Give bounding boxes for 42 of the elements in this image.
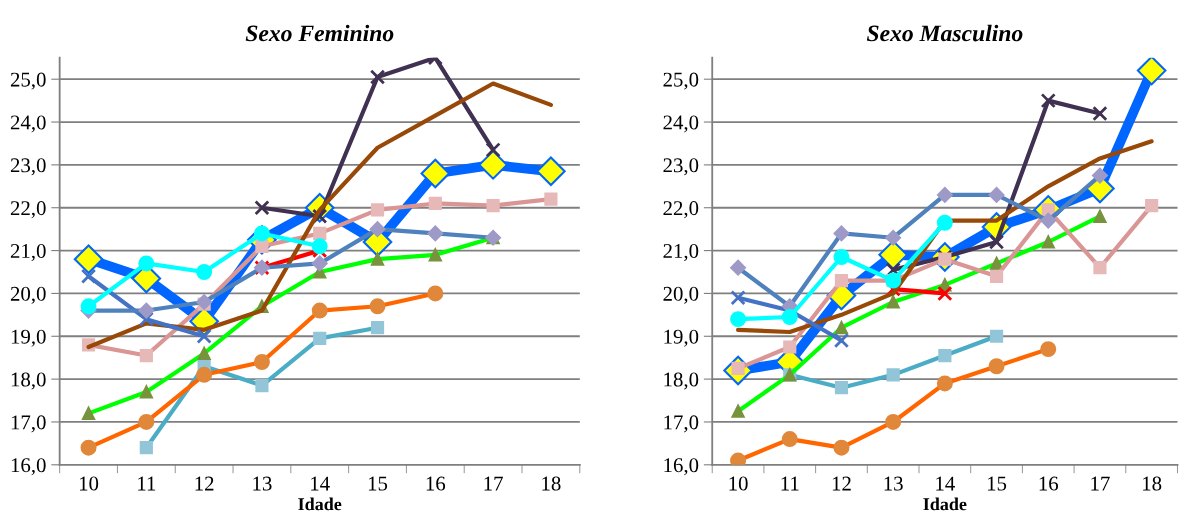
y-tick-label: 20,0 — [663, 286, 699, 304]
y-tick-label: 20,0 — [10, 286, 46, 304]
x-tick-label: 17 — [484, 476, 503, 491]
chart-title: Sexo Masculino — [866, 24, 1023, 42]
x-tick-label: 16 — [426, 476, 446, 491]
x-tick-label: 12 — [832, 476, 851, 491]
y-tick-label: 21,0 — [10, 243, 46, 262]
x-tick-label: 13 — [253, 476, 272, 491]
y-tick-label: 17,0 — [664, 415, 699, 433]
x-tick-label: 10 — [729, 476, 748, 491]
x-tick-label: 14 — [311, 476, 330, 491]
y-tick-label: 24,0 — [10, 115, 46, 133]
y-tick-label: 19,0 — [11, 329, 46, 347]
x-tick-label: 13 — [884, 476, 903, 491]
y-tick-label: 25,0 — [663, 72, 699, 90]
x-axis-title: Idade — [923, 497, 967, 511]
y-tick-label: 18,0 — [11, 372, 46, 390]
x-tick-label: 11 — [138, 476, 156, 491]
y-tick-label: 25,0 — [10, 72, 46, 90]
x-axis-title: Idade — [298, 497, 342, 511]
y-tick-label: 24,0 — [663, 115, 699, 133]
y-tick-label: 19,0 — [664, 329, 699, 347]
y-tick-label: 16,0 — [664, 458, 699, 476]
x-tick-label: 12 — [195, 476, 214, 491]
y-tick-label: 18,0 — [664, 372, 699, 390]
x-tick-label: 18 — [1143, 476, 1162, 491]
y-tick-label: 23,0 — [663, 158, 699, 176]
y-tick-label: 22,0 — [10, 201, 46, 219]
x-tick-label: 16 — [1039, 476, 1059, 491]
x-tick-label: 18 — [542, 476, 561, 491]
x-tick-label: 14 — [936, 476, 955, 491]
chart-title: Sexo Feminino — [245, 24, 394, 42]
y-tick-label: 21,0 — [663, 243, 699, 262]
y-tick-label: 16,0 — [11, 458, 46, 476]
x-tick-label: 15 — [368, 476, 388, 491]
x-tick-label: 11 — [781, 476, 799, 491]
y-tick-label: 22,0 — [663, 201, 699, 219]
x-tick-label: 17 — [1091, 476, 1110, 491]
x-tick-label: 10 — [79, 476, 99, 491]
y-tick-label: 17,0 — [11, 415, 46, 433]
x-tick-label: 15 — [987, 476, 1007, 491]
y-tick-label: 23,0 — [10, 158, 46, 176]
